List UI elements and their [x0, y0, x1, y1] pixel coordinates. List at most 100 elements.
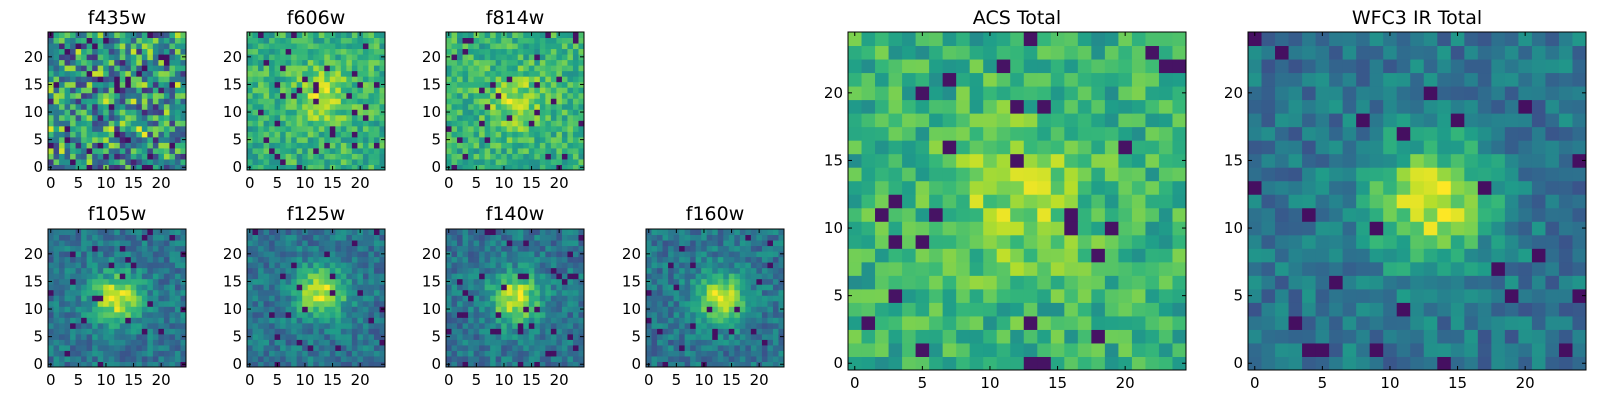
heatmap-cell [473, 158, 480, 165]
heatmap-cell [767, 256, 774, 263]
heatmap-cell [103, 136, 110, 143]
heatmap-cell [324, 256, 331, 263]
heatmap-cell [368, 43, 375, 50]
heatmap-cell [539, 48, 546, 55]
heatmap-cell [695, 240, 702, 247]
heatmap-cell [152, 92, 159, 99]
heatmap-cell [335, 355, 342, 362]
heatmap-cell [495, 131, 502, 138]
heatmap-cell [119, 344, 126, 351]
heatmap-cell [158, 76, 165, 83]
heatmap-cell [64, 147, 71, 154]
heatmap-cell [357, 245, 364, 252]
heatmap-cell [690, 245, 697, 252]
heatmap-cell [285, 32, 292, 39]
heatmap-cell [92, 120, 99, 127]
heatmap-cell [534, 103, 541, 110]
heatmap-cell [706, 317, 713, 324]
heatmap-cell [274, 350, 281, 357]
heatmap-cell [296, 289, 303, 296]
heatmap-cell [969, 234, 984, 249]
heatmap-cell [174, 245, 181, 252]
heatmap-cell [274, 54, 281, 61]
heatmap-cell [64, 76, 71, 83]
heatmap-cell [539, 76, 546, 83]
heatmap-cell [578, 59, 585, 66]
heatmap-cell [103, 328, 110, 335]
heatmap-cell [1023, 167, 1038, 182]
heatmap-cell [75, 70, 82, 77]
heatmap-cell [1131, 315, 1146, 330]
heatmap-cell [462, 295, 469, 302]
heatmap-cell [1091, 180, 1106, 195]
heatmap-cell [646, 245, 653, 252]
heatmap-cell [92, 81, 99, 88]
heatmap-cell [340, 125, 347, 132]
heatmap-cell [451, 114, 458, 121]
heatmap-cell [329, 125, 336, 132]
heatmap-cell [490, 361, 497, 368]
heatmap-cell [141, 136, 148, 143]
heatmap-cell [152, 48, 159, 55]
heatmap-cell [302, 234, 309, 241]
heatmap-cell [285, 109, 292, 116]
heatmap-cell [368, 355, 375, 362]
heatmap-cell [324, 48, 331, 55]
heatmap-cell [340, 229, 347, 236]
heatmap-cell [479, 92, 486, 99]
heatmap-cell [163, 361, 170, 368]
heatmap-cell [152, 306, 159, 313]
heatmap-cell [534, 234, 541, 241]
heatmap-cell [1064, 288, 1079, 303]
heatmap-cell [263, 81, 270, 88]
heatmap-cell [506, 32, 513, 39]
heatmap-cell [335, 350, 342, 357]
heatmap-cell [1118, 302, 1133, 317]
heatmap-cell [163, 278, 170, 285]
heatmap-cell [539, 81, 546, 88]
heatmap-cell [114, 103, 121, 110]
heatmap-cell [690, 289, 697, 296]
heatmap-cell [125, 120, 132, 127]
heatmap-cell [484, 229, 491, 236]
heatmap-cell [318, 131, 325, 138]
heatmap-cell [772, 278, 779, 285]
heatmap-cell [335, 251, 342, 258]
heatmap-cell [1037, 248, 1052, 263]
heatmap-cell [484, 136, 491, 143]
heatmap-cell [141, 87, 148, 94]
heatmap-cell [53, 273, 60, 280]
heatmap-cell [956, 207, 971, 222]
heatmap-cell [70, 311, 77, 318]
heatmap-cell [690, 295, 697, 302]
heatmap-cell [523, 32, 530, 39]
heatmap-cell [572, 164, 579, 171]
heatmap-cell [761, 328, 768, 335]
heatmap-cell [462, 153, 469, 160]
heatmap-cell [357, 317, 364, 324]
heatmap-cell [92, 311, 99, 318]
heatmap-cell [280, 328, 287, 335]
heatmap-cell [346, 350, 353, 357]
heatmap-cell [285, 262, 292, 269]
heatmap-cell [451, 120, 458, 127]
x-tick-label: 20 [351, 174, 370, 192]
heatmap-cell [1077, 261, 1092, 276]
heatmap-cell [59, 311, 66, 318]
axes-frame [47, 228, 187, 368]
heatmap-cell [550, 76, 557, 83]
heatmap-cell [701, 273, 708, 280]
heatmap-cell [97, 48, 104, 55]
heatmap-cell [717, 251, 724, 258]
heatmap-cell [550, 328, 557, 335]
heatmap-cell [285, 267, 292, 274]
heatmap-cell [59, 114, 66, 121]
heatmap-cell [767, 317, 774, 324]
heatmap-cell [512, 311, 519, 318]
heatmap-cell [103, 278, 110, 285]
heatmap-cell [362, 103, 369, 110]
x-tick-label: 0 [245, 371, 255, 389]
heatmap-cell [983, 275, 998, 290]
heatmap-cell [108, 333, 115, 340]
heatmap-cell [324, 350, 331, 357]
